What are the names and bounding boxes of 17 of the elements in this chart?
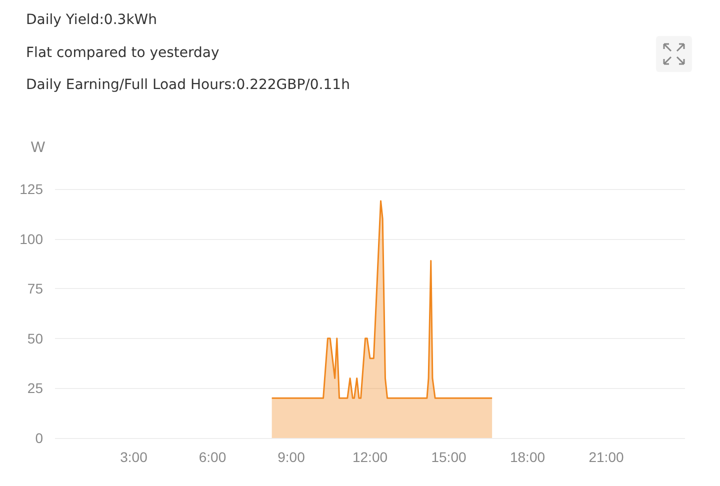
- y-tick-label: 125: [20, 181, 44, 197]
- y-tick-label: 25: [27, 380, 44, 396]
- x-tick-label: 18:00: [510, 449, 546, 465]
- chart-title: Daily Yield:0.3kWh: [26, 12, 158, 28]
- y-tick-label: 100: [20, 230, 44, 247]
- x-tick-label: 6:00: [198, 449, 226, 465]
- y-tick-label: 75: [27, 280, 44, 297]
- x-tick-label: 12:00: [352, 449, 388, 465]
- x-tick-label: 3:00: [120, 449, 148, 465]
- x-tick-label: 15:00: [431, 449, 466, 465]
- y-axis-title: W: [30, 139, 46, 156]
- y-tick-label: 0: [35, 430, 44, 446]
- x-tick-label: 9:00: [278, 449, 306, 465]
- x-tick-label: 21:00: [588, 449, 624, 465]
- text: Daily Earning/Full Load Hours:0.222GBP/0.11h: [26, 77, 350, 93]
- chart-subtitle: Flat compared to yesterday: [26, 45, 220, 61]
- y-tick-label: 50: [27, 330, 44, 346]
